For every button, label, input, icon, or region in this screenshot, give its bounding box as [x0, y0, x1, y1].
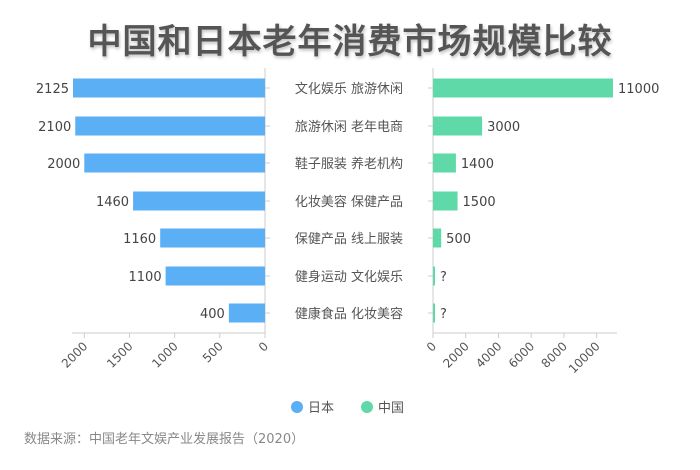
- right-tick-label: 2000: [440, 339, 471, 370]
- bar-japan: [84, 153, 265, 173]
- legend-marker: [291, 401, 303, 413]
- left-tick-label: 500: [200, 339, 226, 365]
- data-label-japan: 1160: [123, 232, 156, 247]
- data-label-japan: 2000: [47, 157, 80, 172]
- data-label-china: 500: [446, 232, 471, 247]
- right-tick-label: 0: [424, 339, 439, 354]
- legend-marker: [361, 401, 373, 413]
- legend-label: 日本: [308, 401, 334, 416]
- data-label-japan: 2125: [36, 82, 69, 97]
- bar-japan: [133, 191, 265, 211]
- right-tick-label: 10000: [566, 339, 603, 376]
- bar-japan: [165, 266, 265, 286]
- source-note: 数据来源：中国老年文娱产业发展报告（2020）: [24, 432, 305, 447]
- data-label-china: 3000: [487, 120, 520, 135]
- left-tick-label: 2000: [59, 339, 90, 370]
- bar-china: [433, 228, 442, 248]
- legend-label: 中国: [378, 401, 404, 416]
- bar-china: [433, 116, 483, 136]
- category-label: 保健产品 线上服装: [295, 232, 403, 247]
- bar-japan: [228, 303, 265, 323]
- chart-title: 中国和日本老年消费市场规模比较: [87, 22, 613, 62]
- bar-china: [433, 266, 435, 286]
- bar-china: [433, 78, 613, 98]
- data-label-china: ?: [440, 307, 447, 322]
- left-tick-label: 0: [256, 339, 271, 354]
- right-tick-label: 4000: [473, 339, 504, 370]
- category-label: 健身运动 文化娱乐: [295, 269, 403, 285]
- bar-japan: [75, 116, 266, 136]
- left-tick-label: 1500: [104, 339, 135, 370]
- category-label: 文化娱乐 旅游休闲: [295, 82, 403, 97]
- data-label-japan: 2100: [38, 120, 71, 135]
- data-label-japan: 400: [200, 307, 225, 322]
- data-label-japan: 1460: [96, 195, 129, 210]
- category-label: 健康食品 化妆美容: [295, 306, 403, 322]
- bar-china: [433, 153, 456, 173]
- bar-japan: [73, 78, 265, 98]
- category-label: 鞋子服装 养老机构: [295, 156, 403, 172]
- left-tick-label: 1000: [149, 339, 180, 370]
- data-label-china: ?: [440, 270, 447, 285]
- bar-china: [433, 191, 458, 211]
- data-label-china: 11000: [618, 82, 659, 97]
- right-tick-label: 6000: [506, 339, 537, 370]
- bar-japan: [160, 228, 265, 248]
- category-label: 旅游休闲 老年电商: [295, 120, 403, 135]
- bar-china: [433, 303, 435, 323]
- data-label-china: 1400: [461, 157, 494, 172]
- data-label-china: 1500: [463, 195, 496, 210]
- category-label: 化妆美容 保健产品: [295, 194, 403, 210]
- data-label-japan: 1100: [129, 270, 162, 285]
